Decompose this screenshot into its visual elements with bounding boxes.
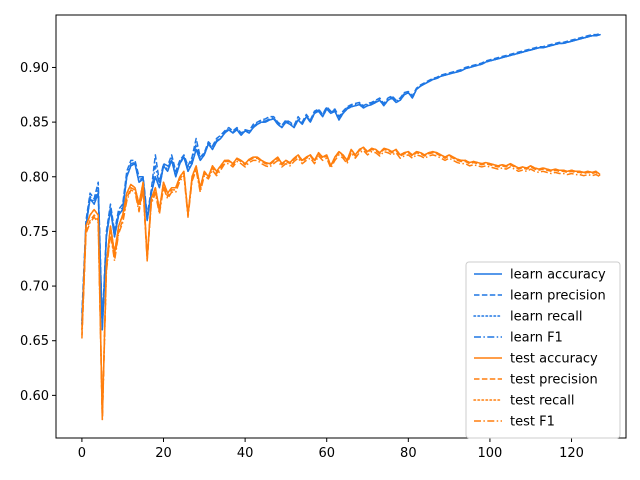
y-tick-label: 0.65 bbox=[20, 334, 49, 349]
series-line-learn-f1 bbox=[81, 33, 601, 329]
legend-label: test precision bbox=[510, 373, 598, 388]
x-tick-label: 60 bbox=[318, 446, 335, 461]
y-tick-label: 0.80 bbox=[20, 170, 49, 185]
legend-label: test recall bbox=[510, 394, 575, 409]
series-line-learn-precision bbox=[81, 32, 601, 326]
series-layer bbox=[81, 32, 601, 422]
series-line-test-f1 bbox=[81, 149, 601, 422]
legend-label: learn precision bbox=[510, 289, 606, 304]
legend-label: test F1 bbox=[510, 415, 555, 430]
legend-label: test accuracy bbox=[510, 352, 598, 367]
x-tick-label: 0 bbox=[78, 446, 86, 461]
x-tick-label: 100 bbox=[478, 446, 503, 461]
legend: learn accuracy learn precision learn recal… bbox=[465, 261, 621, 439]
x-tick-label: 40 bbox=[237, 446, 254, 461]
legend-label: learn accuracy bbox=[510, 268, 606, 283]
plot-frame bbox=[55, 14, 627, 439]
legend-box bbox=[465, 261, 621, 439]
y-axis: 0.60 0.65 0.70 0.75 0.80 0.85 0.90 bbox=[20, 61, 56, 404]
y-tick-label: 0.70 bbox=[20, 280, 49, 295]
x-tick-label: 120 bbox=[559, 446, 584, 461]
y-tick-label: 0.75 bbox=[20, 225, 49, 240]
legend-label: learn F1 bbox=[510, 331, 563, 346]
series-line-test-precision bbox=[81, 147, 601, 421]
x-tick-label: 20 bbox=[155, 446, 172, 461]
y-tick-label: 0.60 bbox=[20, 389, 49, 404]
x-tick-label: 80 bbox=[400, 446, 417, 461]
y-tick-label: 0.90 bbox=[20, 61, 49, 76]
series-line-test-recall bbox=[81, 146, 601, 418]
legend-label: learn recall bbox=[510, 310, 582, 325]
x-axis: 0 20 40 60 80 100 120 bbox=[78, 438, 584, 461]
y-tick-label: 0.85 bbox=[20, 116, 49, 131]
